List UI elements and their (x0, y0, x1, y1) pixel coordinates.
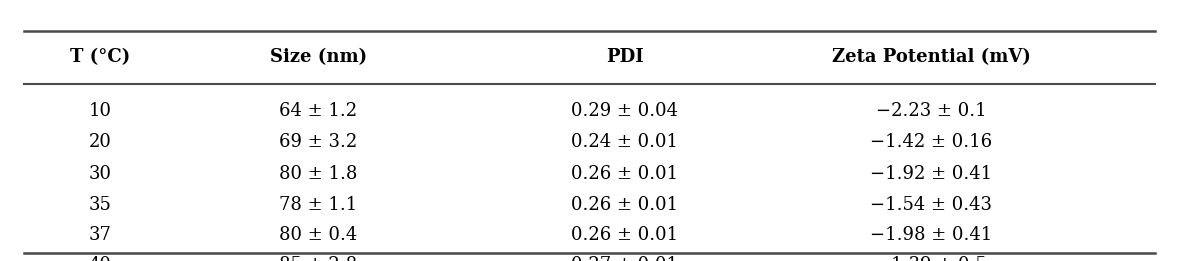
Text: −1.39 ± 0.5: −1.39 ± 0.5 (876, 256, 987, 261)
Text: T (°C): T (°C) (70, 49, 131, 66)
Text: 0.29 ± 0.04: 0.29 ± 0.04 (572, 102, 678, 120)
Text: −1.54 ± 0.43: −1.54 ± 0.43 (870, 196, 993, 214)
Text: Zeta Potential (mV): Zeta Potential (mV) (832, 49, 1030, 66)
Text: −1.42 ± 0.16: −1.42 ± 0.16 (870, 133, 993, 151)
Text: 80 ± 1.8: 80 ± 1.8 (279, 165, 357, 182)
Text: PDI: PDI (606, 49, 644, 66)
Text: 0.26 ± 0.01: 0.26 ± 0.01 (572, 165, 678, 182)
Text: 64 ± 1.2: 64 ± 1.2 (279, 102, 357, 120)
Text: 80 ± 0.4: 80 ± 0.4 (279, 226, 357, 244)
Text: 0.26 ± 0.01: 0.26 ± 0.01 (572, 226, 678, 244)
Text: 35: 35 (88, 196, 112, 214)
Text: 30: 30 (88, 165, 112, 182)
Text: 37: 37 (88, 226, 112, 244)
Text: 69 ± 3.2: 69 ± 3.2 (279, 133, 357, 151)
Text: 0.27 ± 0.01: 0.27 ± 0.01 (572, 256, 678, 261)
Text: −1.98 ± 0.41: −1.98 ± 0.41 (870, 226, 993, 244)
Text: Size (nm): Size (nm) (270, 49, 367, 66)
Text: 20: 20 (88, 133, 112, 151)
Text: −1.92 ± 0.41: −1.92 ± 0.41 (870, 165, 993, 182)
Text: 85 ± 2.8: 85 ± 2.8 (279, 256, 357, 261)
Text: −2.23 ± 0.1: −2.23 ± 0.1 (876, 102, 987, 120)
Text: 0.24 ± 0.01: 0.24 ± 0.01 (572, 133, 678, 151)
Text: 78 ± 1.1: 78 ± 1.1 (279, 196, 357, 214)
Text: 40: 40 (88, 256, 112, 261)
Text: 10: 10 (88, 102, 112, 120)
Text: 0.26 ± 0.01: 0.26 ± 0.01 (572, 196, 678, 214)
